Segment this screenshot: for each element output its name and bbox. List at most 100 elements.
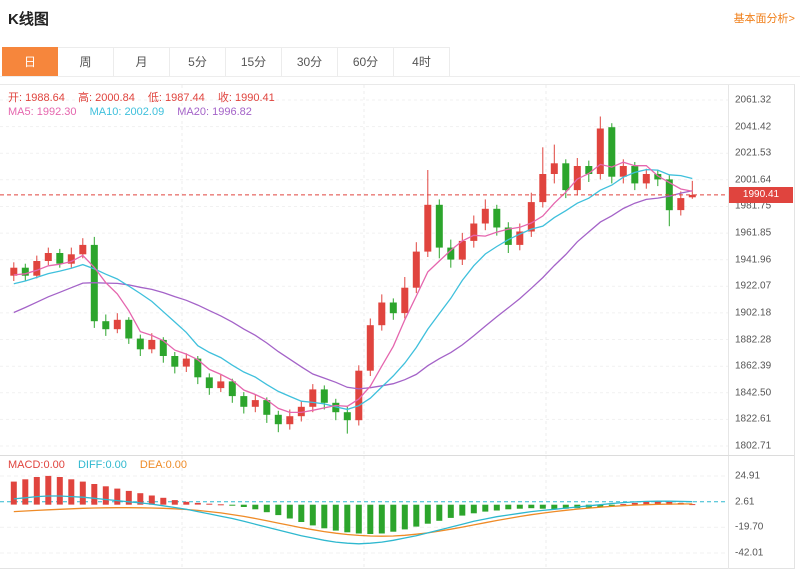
price-axis-label: 1941.96 — [735, 254, 772, 266]
macd-bar — [332, 504, 339, 531]
candle — [412, 242, 420, 294]
macd-bar — [114, 488, 121, 505]
candle — [504, 222, 512, 253]
candle — [125, 317, 133, 344]
candle — [33, 255, 41, 279]
candle — [240, 392, 248, 414]
macd-axis-label: 2.61 — [735, 496, 755, 508]
candle — [539, 147, 547, 208]
candle — [21, 263, 29, 281]
candle-body — [355, 370, 363, 421]
candle — [378, 294, 386, 331]
macd-bar — [413, 504, 420, 527]
macd-bar — [470, 504, 477, 514]
candle-body — [504, 227, 512, 245]
candle — [194, 356, 202, 385]
candle — [596, 116, 604, 180]
candle — [148, 333, 156, 354]
chart-widget: 开: 1988.64 高: 2000.84 低: 1987.44 收: 1990… — [0, 84, 795, 570]
candle-body — [642, 174, 650, 184]
candle — [10, 262, 18, 281]
price-axis-label: 1882.28 — [735, 334, 772, 346]
interval-tab-5min[interactable]: 5分 — [170, 47, 226, 77]
candle-body — [113, 319, 121, 330]
candlestick-chart[interactable] — [0, 85, 728, 455]
macd-bar — [171, 500, 178, 505]
candle-body — [205, 377, 213, 389]
candle — [447, 239, 455, 268]
macd-bar — [355, 504, 362, 534]
price-axis-label: 1822.61 — [735, 413, 772, 425]
candle-body — [194, 358, 202, 378]
high-label: 高: — [77, 92, 93, 104]
candle-body — [44, 253, 52, 261]
candle-body — [401, 287, 409, 314]
candle — [205, 373, 213, 395]
macd-bar — [367, 504, 374, 534]
macd-bar — [528, 504, 535, 509]
candle — [665, 175, 673, 227]
candle — [688, 180, 696, 199]
candle-body — [481, 208, 489, 224]
dea-line — [13, 503, 693, 537]
candle-body — [171, 356, 179, 367]
open-label: 开: — [8, 92, 23, 104]
interval-tab-day[interactable]: 日 — [2, 47, 58, 77]
candle-body — [378, 302, 386, 326]
interval-tab-30min[interactable]: 30分 — [282, 47, 338, 77]
macd-bar — [56, 477, 63, 505]
candle — [585, 160, 593, 182]
macd-axis-label: 24.91 — [735, 470, 761, 482]
interval-tab-month[interactable]: 月 — [114, 47, 170, 77]
price-axis-label: 2001.64 — [735, 174, 772, 186]
candle — [470, 215, 478, 248]
candle — [366, 318, 374, 376]
dea-value: DEA:0.00 — [139, 459, 188, 471]
candle-body — [286, 416, 294, 425]
open-value: 1988.64 — [25, 92, 65, 104]
candle-body — [33, 261, 41, 276]
candle-body — [136, 338, 144, 350]
macd-bar — [309, 504, 316, 526]
candle — [481, 199, 489, 231]
price-axis-label: 1981.75 — [735, 200, 772, 212]
interval-tab-week[interactable]: 周 — [58, 47, 114, 77]
candle — [424, 170, 432, 257]
candle-body — [412, 251, 420, 288]
macd-bar — [68, 479, 75, 505]
macd-bar — [148, 495, 155, 505]
candle-body — [688, 194, 696, 198]
candle-body — [67, 254, 75, 264]
high-value: 2000.84 — [95, 92, 135, 104]
macd-bar — [608, 504, 615, 506]
price-axis-label: 1922.07 — [735, 280, 772, 292]
interval-tab-4hour[interactable]: 4时 — [394, 47, 450, 77]
macd-bar — [539, 504, 546, 509]
tabs-underline — [0, 76, 800, 77]
diff-value: DIFF:0.00 — [77, 459, 127, 471]
macd-bar — [424, 504, 431, 524]
macd-chart[interactable] — [0, 456, 728, 570]
candle-body — [297, 406, 305, 417]
interval-tab-15min[interactable]: 15分 — [226, 47, 282, 77]
price-axis-label: 2041.42 — [735, 121, 772, 133]
candle-body — [125, 319, 133, 339]
ma-readout: MA5: 1992.30 MA10: 2002.09 MA20: 1996.82 — [8, 106, 262, 118]
macd-bar — [137, 493, 144, 505]
candle — [332, 398, 340, 421]
fundamental-analysis-link[interactable]: 基本面分析> — [733, 13, 795, 25]
macd-bar — [643, 501, 650, 505]
candle-body — [435, 204, 443, 248]
candle-body — [631, 166, 639, 184]
candle — [458, 232, 466, 265]
macd-bar — [654, 501, 661, 505]
candle-body — [102, 321, 110, 330]
candle — [677, 191, 685, 216]
candle-body — [343, 412, 351, 421]
close-label: 收: — [217, 92, 232, 104]
macd-bar — [620, 504, 627, 506]
candle-body — [608, 127, 616, 177]
price-axis: 2061.32 2041.42 2021.53 2001.64 1981.75 1961.… — [728, 85, 794, 455]
interval-tab-60min[interactable]: 60分 — [338, 47, 394, 77]
